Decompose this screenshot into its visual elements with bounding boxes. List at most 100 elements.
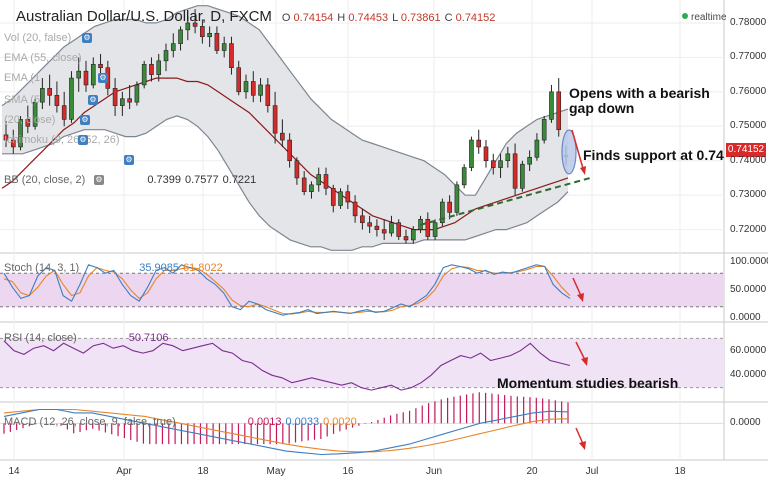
legend-ema-55[interactable]: EMA (55, close): [4, 52, 82, 64]
candle-body: [432, 222, 438, 237]
candle-body: [396, 222, 402, 237]
candle: [120, 91, 125, 116]
candle: [229, 36, 234, 75]
candle: [505, 146, 511, 168]
candle-body: [476, 139, 482, 148]
candle-body: [156, 60, 162, 75]
candle-body: [469, 139, 474, 168]
candle-body: [490, 160, 496, 168]
candle-body: [265, 84, 271, 106]
legend-stoch[interactable]: Stoch (14, 3, 1) 35.9085 61.8022: [4, 262, 223, 274]
settings-icon[interactable]: ⚙: [124, 155, 134, 165]
legend-rsi[interactable]: RSI (14, close) 50.7106: [4, 332, 169, 344]
candle: [323, 167, 329, 196]
y-tick-label: 0.0000: [730, 417, 761, 429]
candle: [483, 140, 489, 168]
settings-icon[interactable]: ⚙: [94, 175, 104, 185]
candle: [512, 143, 518, 196]
candle-body: [345, 191, 351, 203]
open-value: 0.74154: [293, 12, 334, 24]
candle-body: [90, 63, 96, 86]
candle: [389, 215, 394, 237]
legend-ema[interactable]: EMA (1: [4, 72, 41, 84]
legend-macd[interactable]: MACD (12, 26, close, 9, false, true) 0.00…: [4, 416, 357, 428]
settings-icon[interactable]: ⚙: [88, 95, 98, 105]
close-value: 0.74152: [455, 12, 496, 24]
candle: [541, 115, 547, 144]
x-tick-label: 16: [342, 466, 354, 477]
candle: [330, 184, 336, 213]
candle-body: [69, 77, 74, 120]
candle-body: [10, 139, 16, 148]
candle-body: [40, 88, 45, 103]
candle-body: [541, 119, 547, 141]
candle: [469, 136, 474, 172]
candle-body: [374, 225, 380, 230]
candle-body: [483, 146, 489, 162]
candle-body: [127, 98, 132, 103]
candle-body: [258, 84, 263, 96]
x-tick-label: Apr: [116, 466, 132, 477]
settings-icon[interactable]: ⚙: [82, 33, 92, 43]
candle: [345, 184, 351, 209]
candle: [440, 198, 445, 227]
candle: [403, 229, 409, 244]
candle-body: [18, 119, 23, 148]
legend-study[interactable]: (20, close): [4, 114, 56, 126]
candle: [549, 84, 554, 123]
candle-body: [149, 63, 154, 75]
candle-body: [243, 81, 249, 93]
candle-body: [410, 229, 416, 241]
settings-icon[interactable]: ⚙: [78, 135, 88, 145]
candle: [214, 26, 220, 54]
candle-body: [178, 29, 183, 44]
legend-vol[interactable]: Vol (20, false): [4, 32, 72, 44]
candle-body: [236, 67, 242, 93]
candle: [490, 153, 496, 175]
candle: [134, 81, 140, 106]
candle: [163, 43, 169, 72]
candle-body: [272, 105, 278, 134]
candle-body: [221, 43, 227, 51]
arrow-head-icon: [581, 357, 588, 366]
annotation-support: Finds support at 0.74: [583, 147, 724, 163]
candle: [461, 164, 467, 189]
legend-bb[interactable]: BB (20, close, 2) 0.7399 0.7577 0.7221: [4, 174, 257, 186]
candle-body: [280, 132, 285, 141]
settings-icon[interactable]: ⚙: [98, 73, 108, 83]
candle-body: [425, 218, 431, 237]
y-tick-label: 100.0000: [730, 256, 768, 267]
candle: [61, 91, 67, 127]
stoch-band: [0, 273, 724, 307]
y-tick-label: 0.78000: [730, 16, 767, 28]
candle: [265, 78, 271, 113]
stoch-k-line: [3, 264, 571, 316]
rsi-line: [3, 340, 571, 391]
candle: [76, 57, 82, 92]
candle-body: [287, 139, 292, 162]
candle-body: [360, 215, 365, 224]
candle-body: [534, 139, 540, 158]
candle: [520, 160, 525, 192]
candle-body: [207, 32, 212, 38]
candle-body: [338, 191, 343, 206]
candle-body: [200, 26, 205, 38]
candle: [294, 157, 300, 185]
candle: [69, 71, 74, 123]
candle: [221, 36, 227, 58]
y-tick-label: 0.73000: [730, 189, 767, 201]
candle: [360, 208, 365, 230]
candle-body: [170, 43, 176, 51]
candle-body: [163, 50, 169, 62]
candle: [54, 81, 60, 113]
candle: [374, 219, 380, 237]
realtime-badge[interactable]: realtime: [682, 12, 727, 23]
candle-body: [505, 153, 511, 162]
settings-icon[interactable]: ⚙: [80, 115, 90, 125]
legend-sma[interactable]: SMA (5: [4, 94, 41, 106]
candle-body: [112, 88, 118, 106]
arrow-head-icon: [577, 293, 584, 302]
legend-ichimoku[interactable]: Ichimoku (9, 26, 52, 26): [4, 134, 120, 146]
candle: [10, 129, 16, 154]
